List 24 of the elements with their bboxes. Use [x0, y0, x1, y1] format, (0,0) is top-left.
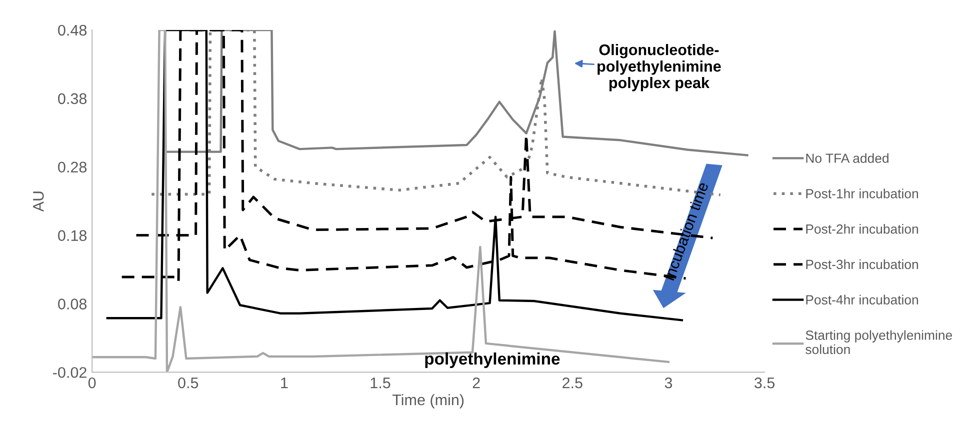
x-tick-label: 2.5 [562, 377, 582, 388]
y-tick-label: 0.28 [58, 162, 87, 173]
x-tick-label: 0.5 [178, 377, 198, 388]
y-tick-label: 0.48 [58, 24, 87, 36]
legend-label: Post-3hr incubation [806, 259, 918, 270]
y-tick-label: -0.02 [53, 367, 86, 378]
x-tick-label: 1 [281, 378, 288, 388]
legend-label: Starting polyethylenimine solution [806, 330, 952, 354]
legend-label: Post-2hr incubation [806, 224, 918, 234]
x-tick-label: 1.5 [370, 378, 390, 388]
x-tick-label: 3 [664, 377, 672, 388]
annotation: Oligonucleotide- polyethylenimine polyplex peak [598, 44, 721, 92]
annotation: polyethylenimine [425, 352, 560, 368]
x-tick-label: 0 [88, 377, 96, 388]
legend-label: Post-1hr incubation [806, 188, 918, 198]
legend-label: No TFA added [806, 153, 888, 163]
x-axis-title: Time (min) [392, 394, 464, 408]
x-tick-label: 2 [472, 377, 480, 388]
x-tick-label: 3.5 [754, 377, 775, 388]
y-tick-label: 0.08 [58, 298, 87, 310]
y-axis-title: AU [33, 192, 44, 212]
legend-label: Post-4hr incubation [806, 294, 918, 304]
y-tick-label: 0.18 [58, 230, 87, 241]
y-tick-label: 0.38 [58, 93, 87, 104]
